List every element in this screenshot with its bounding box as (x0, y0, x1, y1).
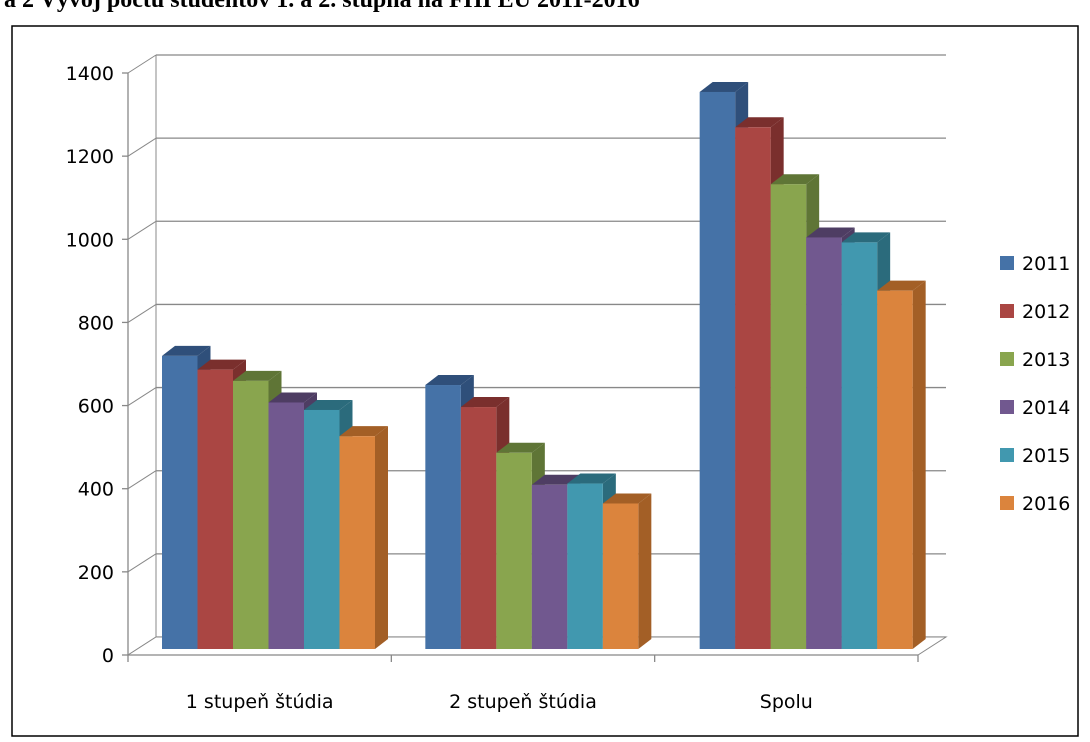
bar-top (531, 474, 581, 485)
chart-title-strip: a 2 Vývoj počtu študentov 1. a 2. stupňa… (0, 0, 1090, 17)
bars (162, 81, 926, 650)
chart-title: a 2 Vývoj počtu študentov 1. a 2. stupňa… (4, 0, 640, 13)
bar-front (699, 91, 736, 649)
bar-front (877, 290, 913, 649)
gridline-diagonal (127, 304, 157, 323)
y-tick-label: 200 (78, 562, 114, 584)
legend-label: 2012 (1022, 301, 1070, 323)
x-tick-label: Spolu (760, 691, 813, 713)
bar-top (877, 280, 926, 291)
bar-side (638, 493, 652, 649)
legend-swatch (1000, 448, 1014, 462)
bar-front (531, 484, 568, 649)
legend: 2011 2012 2013 2014 2015 2016 (1000, 253, 1070, 515)
bar-side (912, 280, 926, 649)
bar-top (162, 345, 211, 356)
bar-front (567, 483, 603, 649)
legend-label: 2014 (1022, 397, 1070, 419)
bar-front (304, 409, 340, 649)
bar-front (496, 452, 532, 649)
bar-front (162, 355, 198, 649)
bar-top (806, 227, 855, 238)
x-tick-label: 1 stupeň štúdia (186, 691, 334, 713)
bar-front (735, 127, 771, 650)
bar-top (304, 399, 353, 410)
bar-2016-2 (877, 280, 926, 649)
gridline-diagonal (127, 470, 157, 490)
legend-swatch (1000, 400, 1014, 414)
bar-front (197, 369, 233, 649)
y-tick-label: 1400 (66, 63, 114, 85)
gridline-diagonal (127, 553, 157, 573)
legend-swatch (1000, 256, 1014, 270)
bar-top (770, 174, 820, 185)
bar-front (233, 380, 269, 649)
bar-side (375, 426, 388, 649)
bar-front (460, 407, 497, 649)
bar-top (567, 473, 616, 484)
bar-top (339, 426, 388, 437)
bar-top (496, 442, 545, 453)
legend-swatch (1000, 352, 1014, 366)
legend-swatch (1000, 304, 1014, 318)
bar-2016-0 (339, 426, 388, 649)
bar-front (770, 184, 807, 649)
y-tick-label: 400 (78, 479, 114, 501)
bar-front (841, 242, 878, 649)
legend-swatch (1000, 496, 1014, 510)
bar-top (841, 232, 891, 243)
bar-front (806, 237, 842, 649)
bar-2016-1 (602, 493, 652, 649)
y-tick-label: 1000 (66, 229, 114, 251)
legend-label: 2016 (1022, 493, 1070, 515)
x-tick-label: 2 stupeň štúdia (449, 691, 597, 713)
bar-top (233, 370, 282, 381)
y-tick-label: 1200 (66, 146, 114, 168)
bar-top (268, 392, 317, 403)
labels: 0 200 400 600 800 1000 1200 1400 1 stupeň štúdia… (66, 63, 813, 713)
bar-top (602, 493, 652, 504)
bar-front (339, 436, 375, 649)
legend-label: 2013 (1022, 349, 1070, 371)
bar-top (197, 359, 246, 370)
gridline-diagonal (127, 387, 157, 406)
gridline-diagonal (127, 54, 157, 74)
bar-top (460, 397, 510, 408)
gridline-diagonal (127, 220, 157, 240)
bar-top (735, 117, 784, 128)
bar-top (699, 81, 749, 92)
y-tick-label: 600 (78, 396, 114, 418)
bar-top (425, 375, 474, 386)
bar-front (425, 385, 461, 649)
legend-label: 2015 (1022, 445, 1070, 467)
gridline-diagonal (127, 137, 157, 157)
y-tick-label: 0 (102, 645, 114, 667)
y-tick-label: 800 (78, 312, 114, 334)
legend-label: 2011 (1022, 253, 1070, 275)
bar-front (602, 503, 639, 649)
bar-front (268, 402, 304, 649)
